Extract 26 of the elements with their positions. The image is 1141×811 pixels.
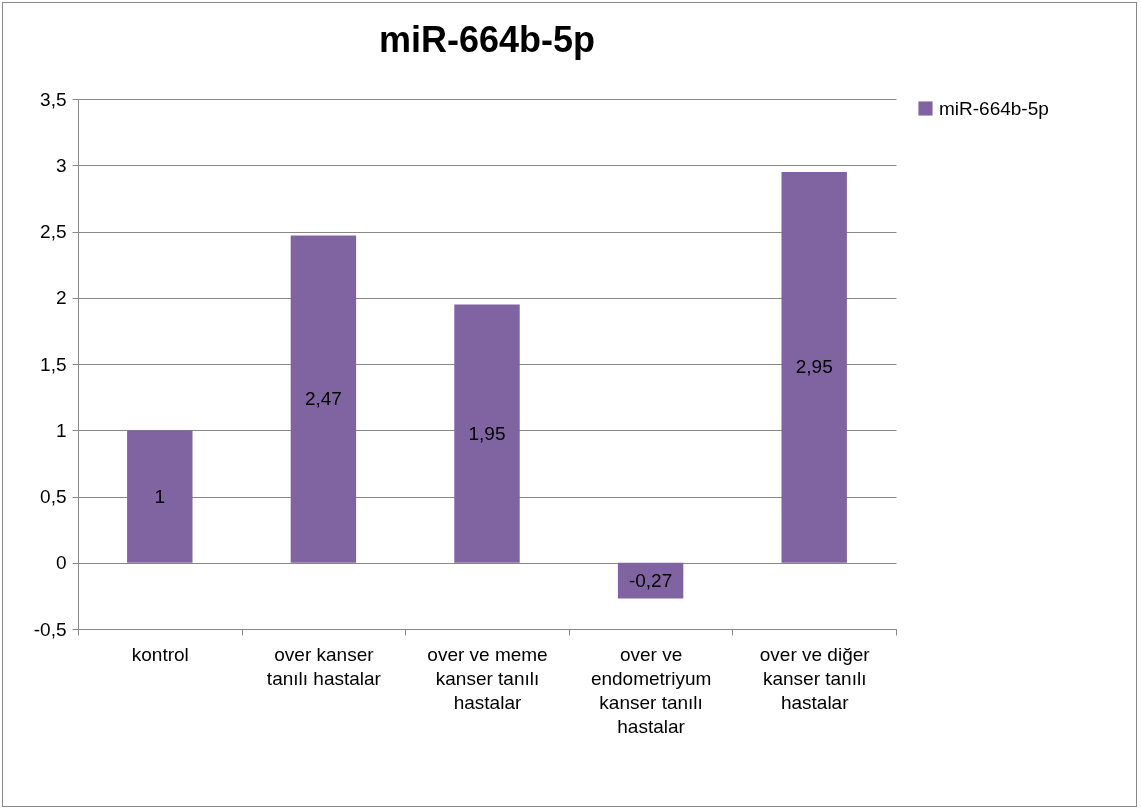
y-tick-label: -0,5 bbox=[33, 618, 67, 640]
x-tick-label: over ve diğer kanser tanılı hastalar bbox=[759, 643, 871, 713]
y-tick-label: 0 bbox=[55, 552, 67, 574]
bar bbox=[127, 430, 193, 563]
y-tick-label: 1 bbox=[55, 419, 67, 441]
data-label: -0,27 bbox=[628, 569, 673, 591]
data-label: 2,95 bbox=[795, 356, 833, 378]
bar bbox=[290, 235, 357, 563]
y-tick-label: 3 bbox=[55, 154, 67, 176]
y-tick-label: 2,5 bbox=[40, 221, 67, 242]
data-label: 1 bbox=[154, 485, 166, 507]
data-label: 2,47 bbox=[304, 388, 342, 410]
y-tick-label: 2 bbox=[55, 287, 67, 309]
chart-title: miR-664b-5p bbox=[378, 19, 596, 60]
x-tick-label: over ve meme kanser tanılı hastalar bbox=[427, 643, 548, 713]
y-tick-label: 1,5 bbox=[40, 353, 67, 375]
y-tick-label: 3,5 bbox=[40, 88, 67, 110]
x-tick-label: over kanser tanılı hastalar bbox=[266, 643, 382, 689]
data-label: 1,95 bbox=[468, 422, 506, 444]
x-tick-label: kontrol bbox=[131, 643, 189, 665]
bar bbox=[781, 171, 847, 563]
bar bbox=[617, 562, 684, 599]
y-tick-label: 0,5 bbox=[40, 486, 67, 507]
x-tick-label: over ve endometriyum kanser tanılı hastalar bbox=[590, 643, 712, 737]
legend-label: miR-664b-5p bbox=[939, 97, 1049, 119]
bar bbox=[454, 304, 520, 563]
